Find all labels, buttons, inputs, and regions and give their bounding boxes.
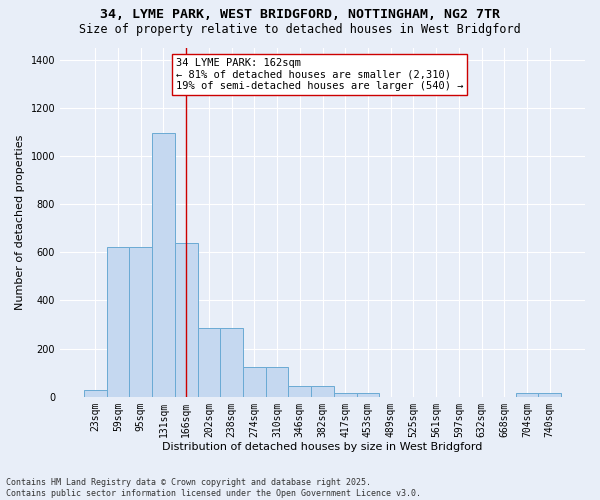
Bar (334, 393, 356, 397)
Bar (311, 386, 334, 397)
Text: 34, LYME PARK, WEST BRIDGFORD, NOTTINGHAM, NG2 7TR: 34, LYME PARK, WEST BRIDGFORD, NOTTINGHA… (100, 8, 500, 20)
Bar (515, 393, 538, 397)
Bar (175, 242, 197, 397)
Bar (243, 366, 266, 397)
Bar (152, 133, 175, 397)
Bar (107, 248, 130, 397)
Y-axis label: Number of detached properties: Number of detached properties (15, 134, 25, 310)
Bar (197, 328, 220, 397)
Bar (130, 248, 152, 397)
Bar (220, 328, 243, 397)
Text: Size of property relative to detached houses in West Bridgford: Size of property relative to detached ho… (79, 22, 521, 36)
Bar (266, 366, 289, 397)
Bar (356, 393, 379, 397)
X-axis label: Distribution of detached houses by size in West Bridgford: Distribution of detached houses by size … (163, 442, 483, 452)
Bar (289, 386, 311, 397)
Text: Contains HM Land Registry data © Crown copyright and database right 2025.
Contai: Contains HM Land Registry data © Crown c… (6, 478, 421, 498)
Bar (84, 390, 107, 397)
Bar (538, 393, 561, 397)
Text: 34 LYME PARK: 162sqm
← 81% of detached houses are smaller (2,310)
19% of semi-de: 34 LYME PARK: 162sqm ← 81% of detached h… (176, 58, 463, 91)
